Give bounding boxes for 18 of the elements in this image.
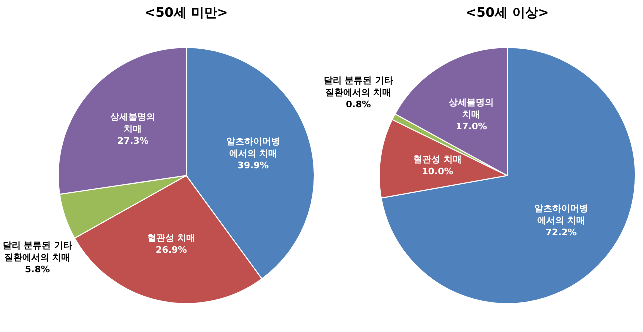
slice-label: 혈관성 치매 xyxy=(414,155,462,166)
slice-label: 알츠하이머병 에서의 치매 xyxy=(534,204,588,226)
slice-label: 달리 분류된 기타 질환에서의 치매 xyxy=(324,76,394,98)
data-label: 26.9% xyxy=(156,246,188,256)
slice-label: 혈관성 치매 xyxy=(147,234,196,244)
chart-title: <50세 이상> xyxy=(466,6,550,22)
slice-label: 알츠하이머병 에서의 치매 xyxy=(226,137,280,160)
chart-title: <50세 미만> xyxy=(144,6,228,22)
slice-label: 달리 분류된 기타 질환에서의 치매 xyxy=(2,241,72,264)
data-label: 72.2% xyxy=(546,228,578,238)
data-label: 10.0% xyxy=(422,167,454,178)
data-label: 17.0% xyxy=(456,122,488,133)
data-label: 5.8% xyxy=(25,265,50,276)
data-label: 39.9% xyxy=(238,161,270,172)
slice-label: 상세불명의 치매 xyxy=(449,98,494,121)
data-label: 27.3% xyxy=(118,137,149,148)
data-label: 0.8% xyxy=(346,100,372,110)
slice-label: 상세불명의 치매 xyxy=(110,113,156,136)
